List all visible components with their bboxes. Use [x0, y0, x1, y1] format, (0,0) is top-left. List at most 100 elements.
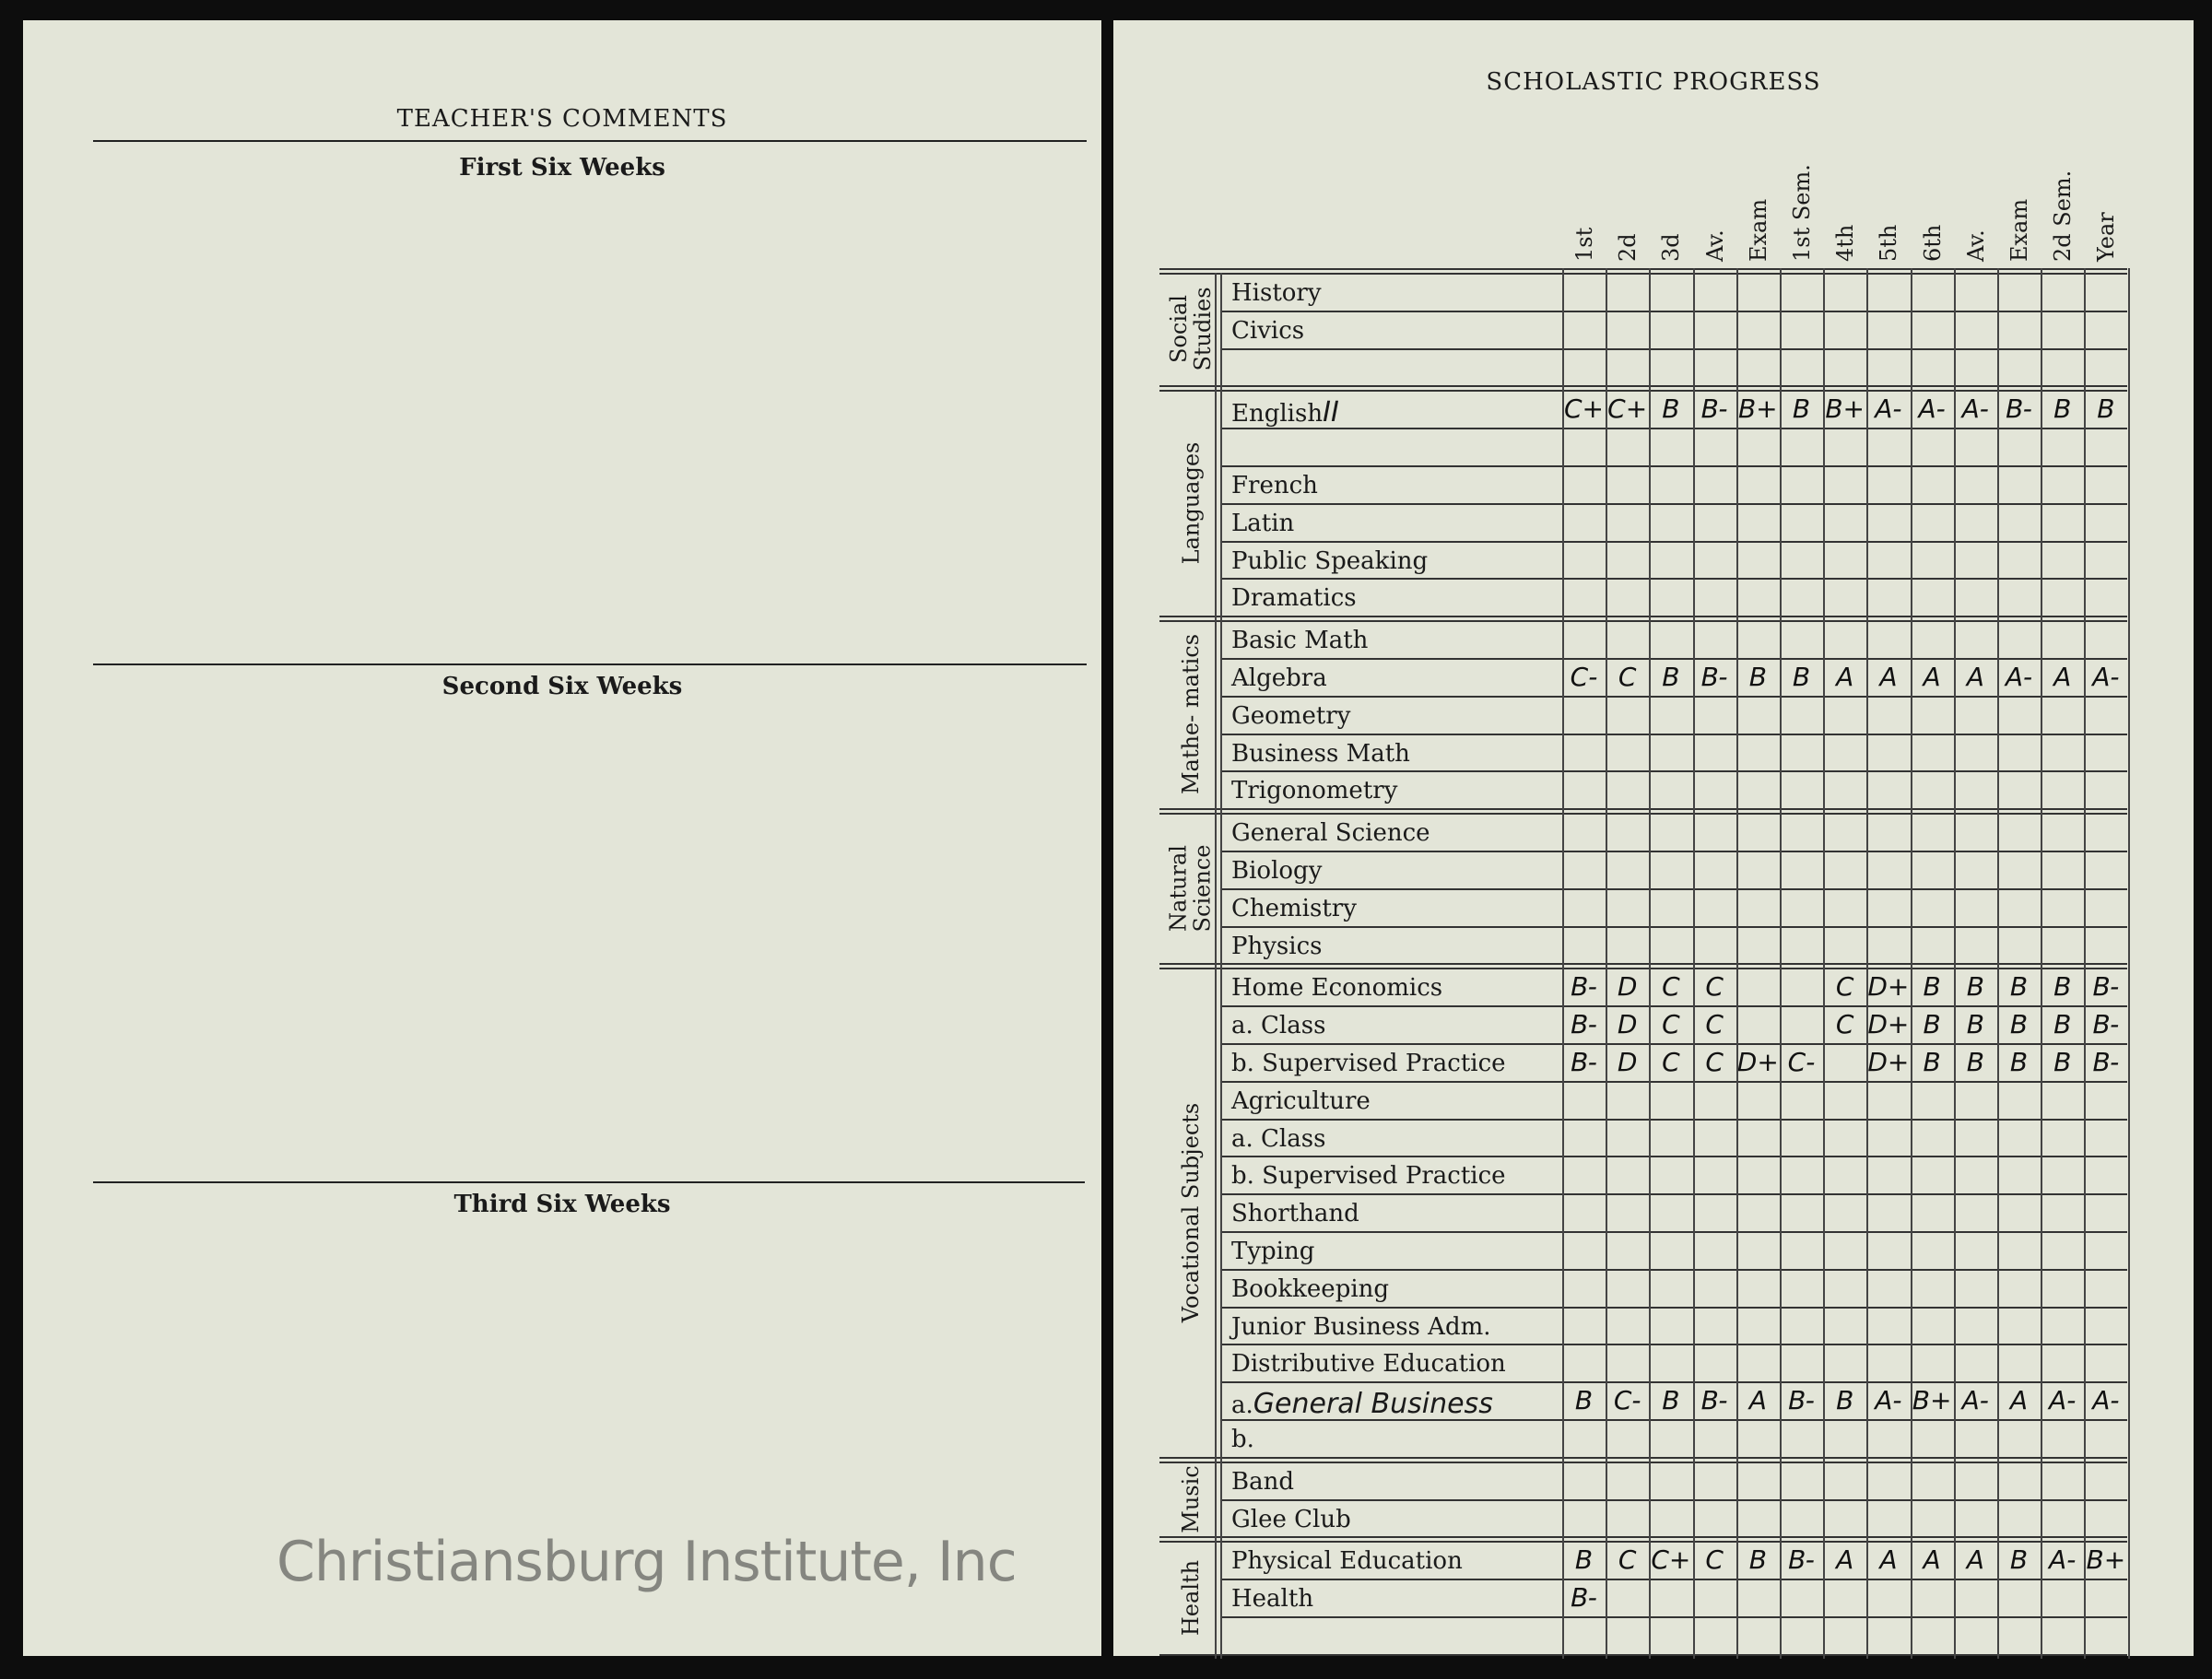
grade-cell: A- [1961, 1385, 1989, 1416]
grade-cell: C [1618, 662, 1637, 692]
column-line [1953, 268, 1956, 1659]
column-line [1823, 268, 1826, 1659]
grade-cell: B [1748, 662, 1767, 692]
subject-label: b. Supervised Practice [1231, 1162, 1506, 1190]
grade-cell: C- [1613, 1385, 1641, 1416]
divider [93, 1181, 1085, 1183]
row-line [1222, 925, 2127, 928]
grade-cell: B [1748, 1544, 1767, 1576]
scholastic-progress-page: SCHOLASTIC PROGRESS 1st 2d 3d Av. Exam 1st Se… [1113, 20, 2194, 1659]
subject-name: a. Class [1231, 1124, 1326, 1153]
grades-table: 1st 2d 3d Av. Exam 1st Sem. 4th 5th 6th Av. Exam 2d… [1113, 20, 2194, 1659]
grade-cell: A [1923, 1544, 1941, 1576]
grade-cell: C+ [1563, 393, 1604, 425]
row-line [1222, 502, 2127, 505]
subject-name: Latin [1231, 509, 1295, 537]
subject-name: French [1231, 472, 1318, 499]
column-line [1220, 273, 1222, 1659]
subject-name: Civics [1231, 316, 1305, 345]
grade-cell: B- [1571, 971, 1597, 1003]
column-line [1866, 268, 1869, 1659]
subject-name: b. Supervised Practice [1231, 1162, 1506, 1191]
subject-name: Junior Business Adm. [1231, 1312, 1491, 1341]
grade-cell: B [1662, 1385, 1680, 1416]
teachers-comments-page: TEACHER'S COMMENTS First Six Weeks Secon… [23, 20, 1101, 1656]
grade-cell: C [1835, 1009, 1854, 1040]
subject-name: b. [1231, 1426, 1254, 1453]
subject-name: Shorthand [1231, 1200, 1359, 1228]
row-line [1222, 428, 2127, 430]
divider [93, 663, 1087, 665]
grade-cell: B [2053, 1009, 2072, 1040]
column-line [1606, 268, 1608, 1659]
grade-cell: B+ [1737, 393, 1778, 425]
subject-label: Algebra [1231, 664, 1327, 692]
grade-cell: B [1923, 971, 1941, 1003]
row-line [1222, 770, 2127, 773]
grade-cell: B [2053, 393, 2072, 425]
grade-cell: B [2009, 1009, 2029, 1040]
grade-cell: D+ [1867, 1009, 1910, 1040]
subject-label: Public Speaking [1231, 547, 1428, 575]
section-divider [1159, 620, 2127, 623]
subject-label: Business Math [1231, 740, 1410, 768]
column-header: Av. [1962, 229, 1989, 262]
column-header: Exam [1745, 198, 1771, 262]
grade-cell: A- [2005, 662, 2033, 692]
section-divider [1159, 385, 2127, 388]
row-line [1222, 465, 2127, 467]
row-line [1222, 1268, 2127, 1271]
grade-cell: C [1705, 971, 1724, 1003]
row-line [1222, 1156, 2127, 1158]
row-line [1222, 1193, 2127, 1196]
grade-cell: B [2009, 971, 2029, 1003]
column-line [2127, 268, 2130, 1659]
grade-cell: B- [1788, 1544, 1815, 1576]
column-header: Av. [1701, 229, 1728, 262]
grade-cell: A [2009, 1385, 2029, 1416]
subject-label: a. Class [1231, 1125, 1325, 1153]
column-line [1735, 268, 1738, 1659]
divider [93, 140, 1087, 142]
grade-cell: C- [1570, 662, 1598, 692]
row-line [1222, 1579, 2127, 1581]
column-line [1215, 273, 1217, 1659]
grade-cell: A [1836, 1544, 1854, 1576]
subject-label: General Science [1231, 819, 1430, 847]
grade-cell: B [1792, 393, 1811, 425]
row-line [1222, 1616, 2127, 1618]
second-six-weeks-heading: Second Six Weeks [441, 673, 683, 700]
handwritten-subject: II [1323, 396, 1339, 429]
grade-cell: D [1617, 1047, 1638, 1077]
row-line [1222, 658, 2127, 660]
subject-label: Chemistry [1231, 895, 1357, 922]
grade-cell: B [1966, 1009, 1984, 1040]
row-line [1222, 1381, 2127, 1384]
grade-cell: C [1618, 1544, 1637, 1576]
grade-cell: B [1836, 1385, 1854, 1416]
scholastic-progress-title: SCHOLASTIC PROGRESS [1486, 68, 1821, 96]
subject-label: Basic Math [1231, 627, 1368, 654]
section-divider [1159, 1653, 2127, 1656]
subject-label: b. [1231, 1426, 1254, 1453]
grade-cell: A [1879, 1544, 1898, 1576]
row-line [1222, 1043, 2127, 1045]
grade-cell: B [1923, 1047, 1941, 1077]
row-line [1222, 347, 2127, 350]
grade-cell: A- [2092, 662, 2120, 692]
grade-cell: C [1705, 1047, 1724, 1077]
column-line [1692, 268, 1695, 1659]
grade-cell: B [2009, 1544, 2029, 1576]
grade-cell: A- [2092, 1385, 2120, 1416]
grade-cell: A [1966, 662, 1984, 692]
column-header: 2d [1615, 233, 1641, 262]
column-line [1562, 268, 1564, 1659]
grade-cell: C [1835, 971, 1854, 1003]
section-divider [1159, 1536, 2127, 1539]
subject-label: a.General Business [1231, 1388, 1493, 1420]
row-line [1222, 1118, 2127, 1121]
grade-cell: C [1662, 971, 1680, 1003]
subject-label: Distributive Education [1231, 1350, 1506, 1378]
subject-label: Glee Club [1231, 1506, 1351, 1533]
grade-cell: B- [1700, 662, 1728, 692]
